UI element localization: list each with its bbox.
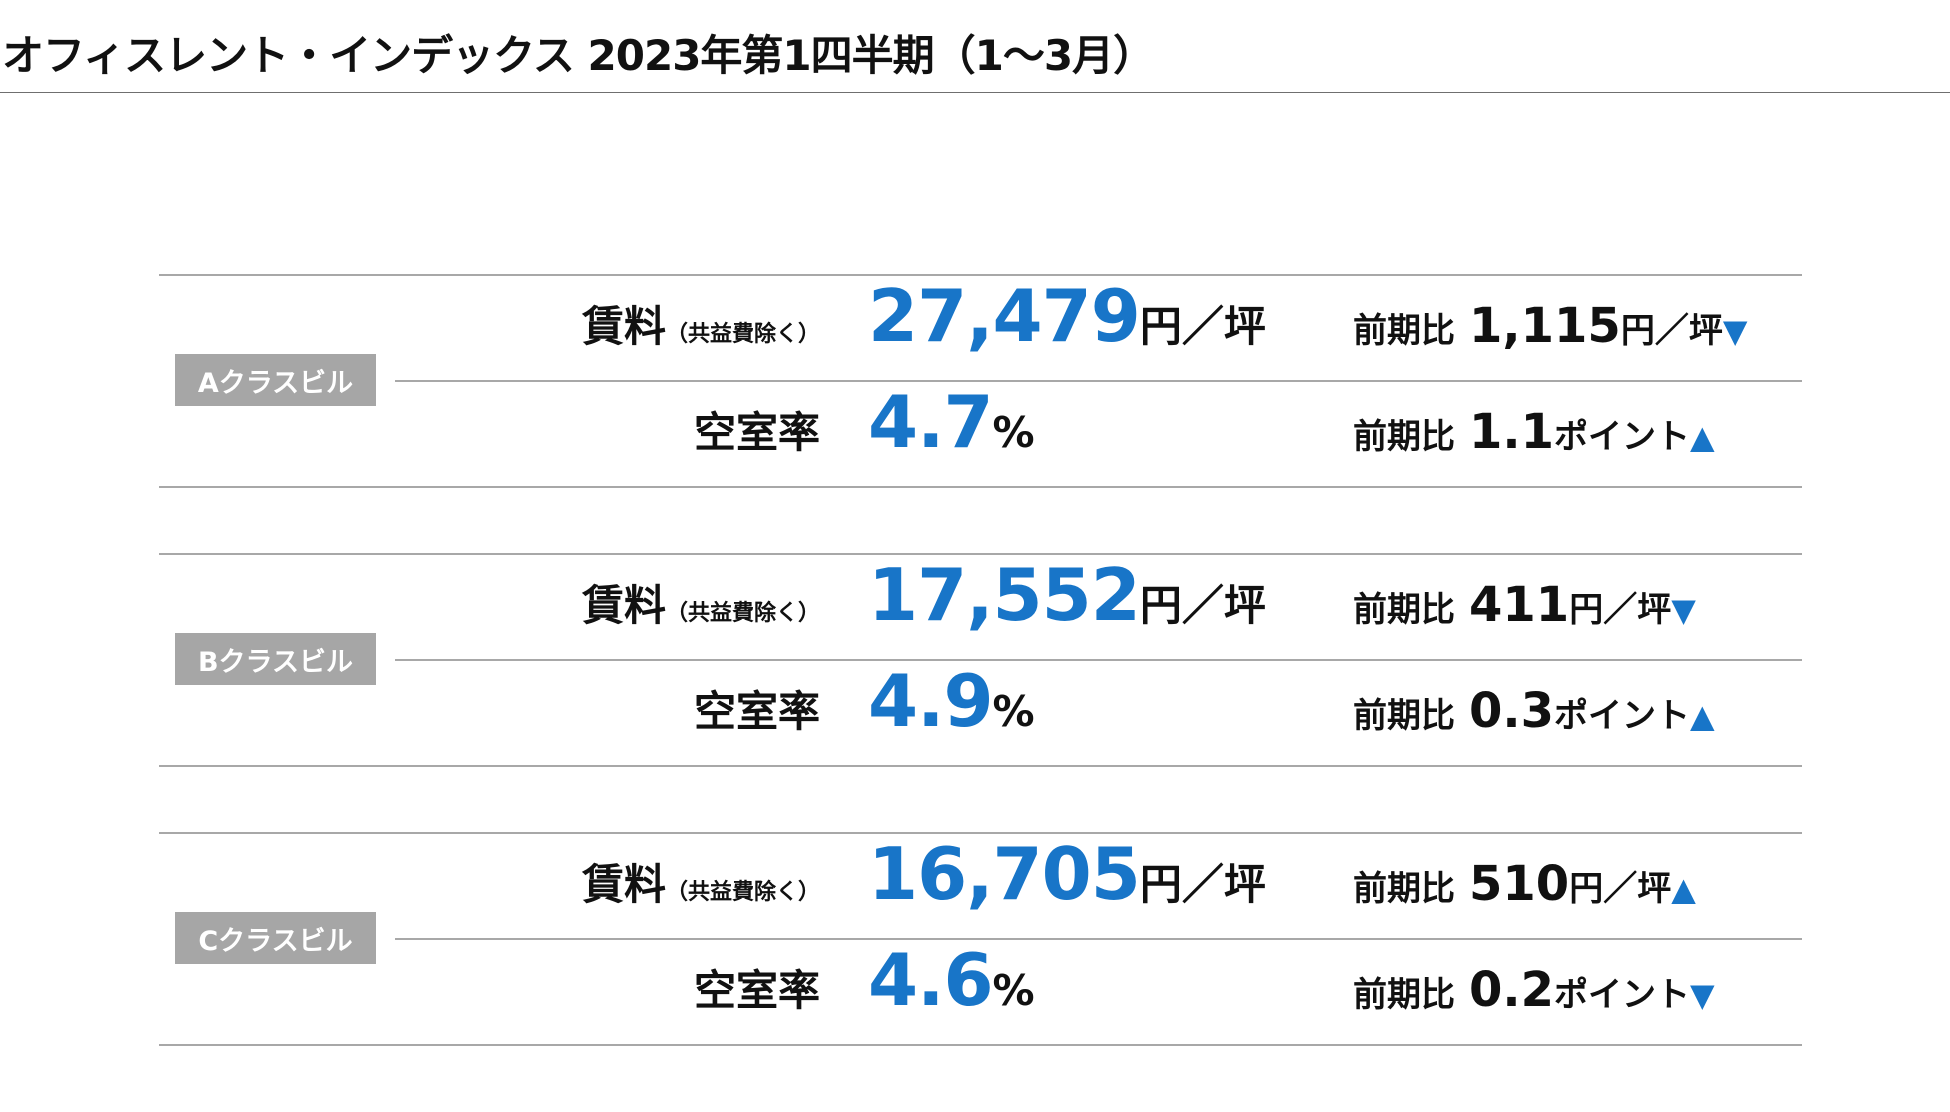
section-divider-top [159,274,1802,276]
vacancy-change: 前期比 0.2ポイント▼ [1353,962,1715,1018]
change-unit: 円／坪 [1569,869,1672,909]
row-divider [395,938,1802,940]
vacancy-change: 前期比 1.1ポイント▲ [1353,404,1715,460]
change-unit: 円／坪 [1620,311,1723,351]
vacancy-value-number: 4.9 [868,659,994,743]
rent-value-unit: 円／坪 [1139,302,1266,351]
vacancy-label: 空室率 [694,678,820,739]
vacancy-value: 4.7% [868,380,1035,464]
change-prefix: 前期比 [1353,975,1455,1015]
title-divider [0,92,1950,93]
rent-change: 前期比 411円／坪▼ [1353,577,1696,633]
vacancy-value-unit: % [992,687,1035,736]
vacancy-row: 空室率 4.6% 前期比 0.2ポイント▼ [0,938,1950,1040]
vacancy-value: 4.6% [868,938,1035,1022]
rent-label-note: （共益費除く） [665,880,820,905]
rent-value-number: 17,552 [868,553,1141,637]
change-number: 0.2 [1469,962,1555,1018]
change-prefix: 前期比 [1353,311,1455,351]
down-arrow-icon: ▼ [1671,591,1696,629]
page-title: オフィスレント・インデックス 2023年第1四半期（1～3月） [2,31,1155,80]
rent-value: 27,479円／坪 [868,274,1266,358]
rent-row: 賃料（共益費除く） 16,705円／坪 前期比 510円／坪▲ [0,832,1950,934]
change-prefix: 前期比 [1353,869,1455,909]
rent-change: 前期比 1,115円／坪▼ [1353,298,1747,354]
up-arrow-icon: ▲ [1671,870,1696,908]
rent-value: 16,705円／坪 [868,832,1266,916]
change-prefix: 前期比 [1353,696,1455,736]
section-c-class: Cクラスビル 賃料（共益費除く） 16,705円／坪 前期比 510円／坪▲ 空室… [0,832,1950,1112]
section-divider-bottom [159,1044,1802,1046]
rent-change: 前期比 510円／坪▲ [1353,856,1696,912]
change-number: 411 [1469,577,1570,633]
vacancy-value-unit: % [992,408,1035,457]
vacancy-value-number: 4.6 [868,938,994,1022]
section-divider-top [159,553,1802,555]
vacancy-row: 空室率 4.7% 前期比 1.1ポイント▲ [0,380,1950,482]
vacancy-label-main: 空室率 [693,966,820,1015]
vacancy-row: 空室率 4.9% 前期比 0.3ポイント▲ [0,659,1950,761]
down-arrow-icon: ▼ [1722,312,1748,350]
class-badge: Cクラスビル [175,912,376,964]
rent-value-number: 16,705 [868,832,1141,916]
change-prefix: 前期比 [1353,417,1455,457]
rent-label-main: 賃料 [581,860,666,909]
rent-row: 賃料（共益費除く） 27,479円／坪 前期比 1,115円／坪▼ [0,274,1950,376]
up-arrow-icon: ▲ [1690,418,1715,456]
section-a-class: Aクラスビル 賃料（共益費除く） 27,479円／坪 前期比 1,115円／坪▼ … [0,274,1950,554]
vacancy-label: 空室率 [694,957,820,1018]
section-divider-bottom [159,486,1802,488]
vacancy-label-main: 空室率 [693,687,820,736]
section-b-class: Bクラスビル 賃料（共益費除く） 17,552円／坪 前期比 411円／坪▼ 空室… [0,553,1950,833]
change-unit: 円／坪 [1569,590,1672,630]
vacancy-value-unit: % [992,966,1035,1015]
class-badge: Aクラスビル [175,354,376,406]
section-divider-top [159,832,1802,834]
down-arrow-icon: ▼ [1690,976,1715,1014]
vacancy-value: 4.9% [868,659,1035,743]
rent-label-main: 賃料 [581,581,666,630]
rent-value-unit: 円／坪 [1139,860,1266,909]
section-divider-bottom [159,765,1802,767]
vacancy-value-number: 4.7 [868,380,994,464]
change-prefix: 前期比 [1353,590,1455,630]
rent-value: 17,552円／坪 [868,553,1266,637]
change-number: 1.1 [1469,404,1555,460]
rent-label: 賃料（共益費除く） [582,851,820,912]
change-unit: ポイント [1554,975,1691,1015]
change-unit: ポイント [1554,696,1691,736]
rent-value-number: 27,479 [868,274,1141,358]
rent-label-note: （共益費除く） [665,322,820,347]
class-badge: Bクラスビル [175,633,376,685]
rent-label: 賃料（共益費除く） [582,293,820,354]
up-arrow-icon: ▲ [1690,697,1715,735]
change-unit: ポイント [1554,417,1691,457]
vacancy-label: 空室率 [694,399,820,460]
change-number: 1,115 [1469,298,1621,354]
row-divider [395,659,1802,661]
change-number: 510 [1469,856,1570,912]
vacancy-label-main: 空室率 [693,408,820,457]
rent-row: 賃料（共益費除く） 17,552円／坪 前期比 411円／坪▼ [0,553,1950,655]
rent-label-note: （共益費除く） [665,601,820,626]
row-divider [395,380,1802,382]
rent-value-unit: 円／坪 [1139,581,1266,630]
change-number: 0.3 [1469,683,1555,739]
rent-label-main: 賃料 [581,302,666,351]
vacancy-change: 前期比 0.3ポイント▲ [1353,683,1715,739]
rent-label: 賃料（共益費除く） [582,572,820,633]
